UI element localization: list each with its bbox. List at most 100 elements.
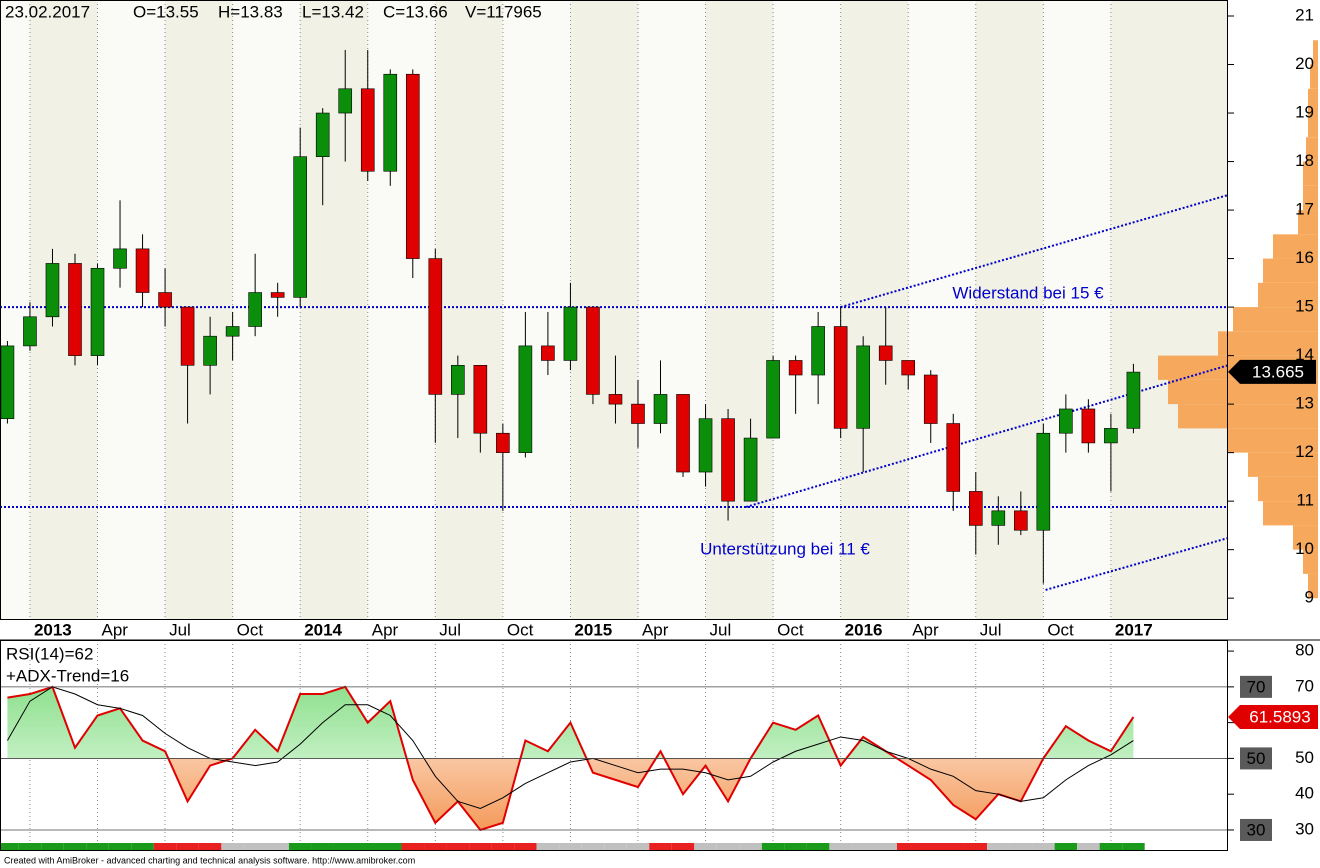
trend-strip [469, 843, 492, 850]
candle-body [1126, 371, 1141, 429]
y-tick-label: 30 [1295, 819, 1314, 838]
rsi-fill [7, 686, 1134, 759]
x-tick-label: Jul [710, 620, 732, 639]
trend-strip [739, 843, 762, 850]
volume-profile-bar [1313, 40, 1318, 65]
y-tick-label: 15 [1295, 297, 1314, 316]
trend-strip [221, 843, 244, 850]
volume-profile-bar [1308, 573, 1318, 599]
trend-strip [1009, 843, 1033, 850]
candle-body [923, 374, 938, 424]
rsi-line [7, 685, 1135, 832]
volume-profile-bar [1310, 64, 1318, 89]
trend-strip [896, 843, 920, 850]
candle-body [563, 306, 578, 361]
candle-body [721, 418, 735, 502]
band [502, 0, 571, 620]
y-tick-label: 12 [1295, 442, 1314, 461]
rsi-tag [1228, 704, 1318, 729]
volume-profile-bar [1178, 404, 1318, 429]
x-tick-label: 2014 [304, 620, 342, 639]
x-tick-label: Apr [912, 620, 939, 639]
trend-strip [198, 843, 222, 850]
candle-body [878, 345, 893, 361]
candle-body [225, 326, 240, 337]
level-tag [1240, 675, 1272, 698]
y-tick-label: 13 [1295, 394, 1314, 413]
plot [0, 49, 1229, 850]
x-tick-label: Oct [507, 620, 534, 639]
trend-strip [379, 843, 402, 850]
trend-strip [604, 843, 627, 850]
band [367, 0, 436, 620]
adx-label: +ADX-Trend=16 [6, 666, 129, 685]
band [232, 0, 301, 620]
trend-strip [964, 843, 988, 850]
y-tick-label: 80 [1295, 641, 1314, 660]
y-tick-label: 40 [1295, 784, 1314, 803]
candle-body [180, 306, 195, 366]
trend-strip [761, 843, 785, 850]
annotation: Widerstand bei 15 € [952, 283, 1104, 302]
trend-line [840, 194, 1229, 309]
y-tick-label: 16 [1295, 248, 1314, 267]
trend-strip [1054, 843, 1078, 850]
candle-body [428, 258, 443, 395]
trend-strip [41, 843, 64, 850]
candle-body [676, 394, 690, 473]
x-tick-label: 2017 [1115, 620, 1153, 639]
candle-body [135, 248, 150, 293]
candle-body [788, 360, 803, 376]
y-tick-label: 20 [1295, 54, 1314, 73]
volume-profile-bar [1218, 331, 1318, 356]
x-tick-label: 2013 [34, 620, 72, 639]
x-tick-label: Apr [642, 620, 669, 639]
background [0, 0, 1318, 850]
volume-profile-bar [1228, 428, 1318, 453]
volume-profile-bar [1293, 525, 1318, 550]
candle-body [518, 345, 533, 453]
candle-body [586, 306, 600, 395]
trend-strip [266, 843, 289, 850]
candle-body [270, 292, 285, 298]
y-tick-label: 19 [1295, 103, 1314, 122]
x-tick-label: Oct [777, 620, 804, 639]
trend-strip [108, 843, 132, 850]
candle-body [653, 394, 668, 424]
x-tick-label: Oct [1047, 620, 1074, 639]
y-tick-label: 18 [1295, 151, 1314, 170]
candle-body [698, 418, 713, 473]
trend-strip [987, 843, 1010, 850]
trend-strip [1032, 843, 1055, 850]
y-tick-label: 10 [1295, 539, 1314, 558]
trend-strip [288, 843, 312, 850]
rsi-fill [7, 758, 1134, 830]
candle-body [90, 267, 105, 356]
candle-body [946, 423, 961, 492]
candle-body [113, 248, 127, 269]
y-tick-label: 21 [1295, 5, 1314, 24]
band [840, 0, 909, 620]
candle-body [1014, 510, 1028, 531]
volume-profile-bar [1248, 452, 1318, 477]
price-tag [1228, 359, 1316, 384]
trend-strip [851, 843, 875, 850]
volume-profile-bar [1273, 234, 1318, 259]
volume-profile-bar [1263, 258, 1318, 283]
band [0, 0, 30, 620]
candle-body [338, 88, 353, 114]
trend-strip [649, 843, 672, 850]
volume-profile-bar [1303, 161, 1318, 186]
trend-strip [581, 843, 605, 850]
trend-strip [694, 843, 717, 850]
trend-strip [626, 843, 650, 850]
trend-strip [514, 843, 537, 850]
y-tick-label: 11 [1296, 491, 1314, 510]
trend-strip [941, 843, 965, 850]
trend-strip [153, 843, 177, 850]
trend-strip [491, 843, 515, 850]
price-tag-label: 13.665 [1252, 362, 1304, 381]
adx-line [6, 686, 1134, 810]
band [300, 0, 368, 620]
